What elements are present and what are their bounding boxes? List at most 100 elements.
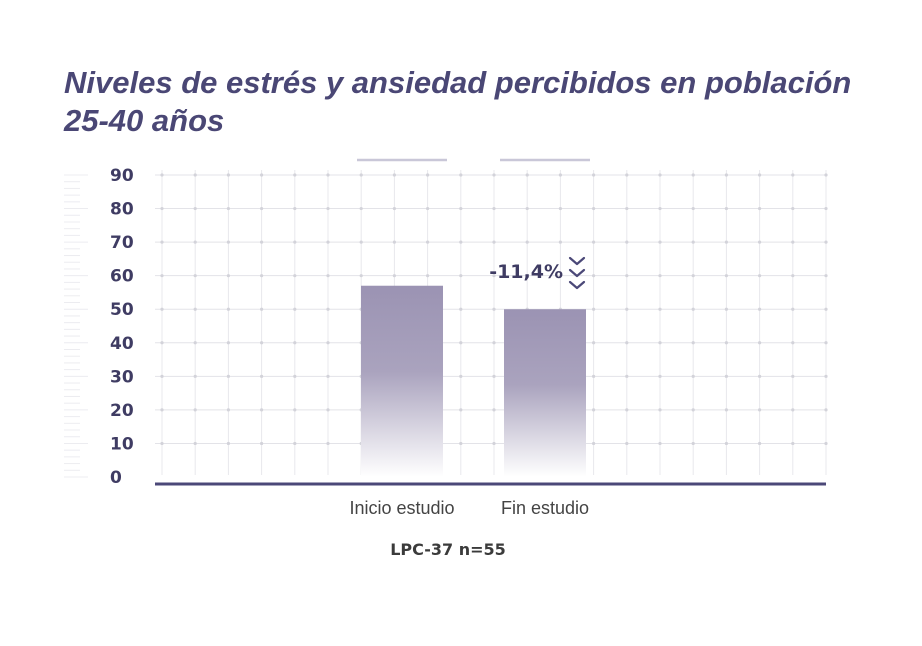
grid-dot — [326, 341, 330, 345]
grid-dot — [691, 341, 695, 345]
grid-dot — [658, 274, 662, 278]
grid-dot — [392, 240, 396, 244]
grid-dot — [160, 374, 164, 378]
y-tick-label: 90 — [110, 166, 134, 186]
grid-dot — [160, 240, 164, 244]
grid-dot — [758, 206, 762, 211]
y-tick-label: 40 — [110, 334, 134, 354]
grid-dot — [293, 206, 297, 211]
grid-dot — [426, 206, 430, 211]
grid-dot — [392, 173, 396, 177]
grid-dot — [226, 307, 230, 311]
grid-dot — [791, 274, 795, 278]
grid-dot — [459, 274, 463, 278]
grid-dot — [592, 441, 596, 446]
grid-dot — [459, 374, 463, 378]
grid-dot — [824, 307, 828, 311]
grid-dot — [260, 441, 264, 446]
grid-dot — [260, 374, 264, 378]
grid-dot — [758, 274, 762, 278]
grid-dot — [326, 307, 330, 311]
grid-dot — [592, 307, 596, 311]
grid-dot — [791, 408, 795, 412]
ruler-decoration — [64, 174, 88, 478]
grid-dot — [592, 173, 596, 177]
y-tick-label: 20 — [110, 401, 134, 421]
grid-dot — [691, 408, 695, 412]
grid-dot — [492, 408, 496, 412]
grid-dot — [625, 341, 629, 345]
grid-dot — [724, 441, 729, 446]
y-tick-label: 10 — [110, 434, 134, 454]
grid-dot — [193, 307, 197, 311]
grid-dot — [492, 274, 496, 278]
grid-dot — [824, 240, 828, 244]
grid-dot — [226, 240, 230, 244]
grid-dot — [592, 408, 596, 412]
grid-dot — [260, 206, 264, 211]
grid-dot — [492, 240, 496, 244]
grid-dot — [459, 441, 463, 446]
grid-dot — [691, 240, 695, 244]
y-tick-label: 0 — [110, 468, 122, 488]
grid-dot — [226, 374, 230, 378]
y-tick-label: 80 — [110, 200, 134, 220]
y-tick-label: 30 — [110, 367, 134, 387]
bars — [361, 285, 586, 477]
grid-dot — [459, 408, 463, 412]
grid-dot — [160, 408, 164, 412]
grid-dot — [426, 173, 430, 177]
grid-dot — [459, 206, 463, 211]
grid-dot — [226, 441, 230, 446]
grid-dot — [724, 408, 729, 412]
grid-dot — [824, 274, 828, 278]
grid-dot — [293, 173, 297, 177]
grid-dot — [260, 307, 264, 311]
grid-dot — [592, 274, 596, 278]
grid-dot — [824, 206, 828, 211]
chevron-down-icon — [568, 280, 586, 290]
bar — [504, 309, 586, 477]
grid-dot — [492, 206, 496, 211]
grid-dot — [724, 341, 729, 345]
grid-dot — [625, 274, 629, 278]
grid-dot — [758, 408, 762, 412]
footnote: LPC-37 n=55 — [390, 540, 506, 559]
grid-dot — [658, 173, 662, 177]
grid-dot — [326, 441, 330, 446]
grid-dot — [226, 274, 230, 278]
grid-dot — [525, 240, 529, 244]
grid-dot — [691, 173, 695, 177]
grid-dot — [193, 341, 197, 345]
change-annotation: -11,4% — [489, 256, 586, 290]
change-label: -11,4% — [489, 261, 563, 283]
grid-dot — [293, 240, 297, 244]
chevron-down-icon — [568, 268, 586, 278]
grid-dot — [625, 206, 629, 211]
grid-dot — [260, 274, 264, 278]
grid-dot — [658, 307, 662, 311]
grid-dot — [724, 374, 729, 378]
grid-dot — [260, 341, 264, 345]
grid-dot — [724, 206, 729, 211]
grid-dot — [293, 374, 297, 378]
grid-dot — [658, 240, 662, 244]
grid-dot — [758, 307, 762, 311]
grid-dot — [824, 173, 828, 177]
y-tick-label: 60 — [110, 267, 134, 287]
grid-dot — [326, 408, 330, 412]
grid-dot — [492, 173, 496, 177]
grid-dot — [459, 307, 463, 311]
grid-dot — [758, 374, 762, 378]
grid-dot — [791, 341, 795, 345]
grid-dot — [791, 374, 795, 378]
grid-dot — [160, 274, 164, 278]
grid-dot — [492, 441, 496, 446]
grid-dot — [724, 307, 729, 311]
grid-dot — [492, 374, 496, 378]
grid-dot — [193, 173, 197, 177]
grid-dot — [824, 441, 828, 446]
grid-dot — [260, 408, 264, 412]
grid-dot — [724, 240, 729, 244]
grid-dot — [459, 173, 463, 177]
